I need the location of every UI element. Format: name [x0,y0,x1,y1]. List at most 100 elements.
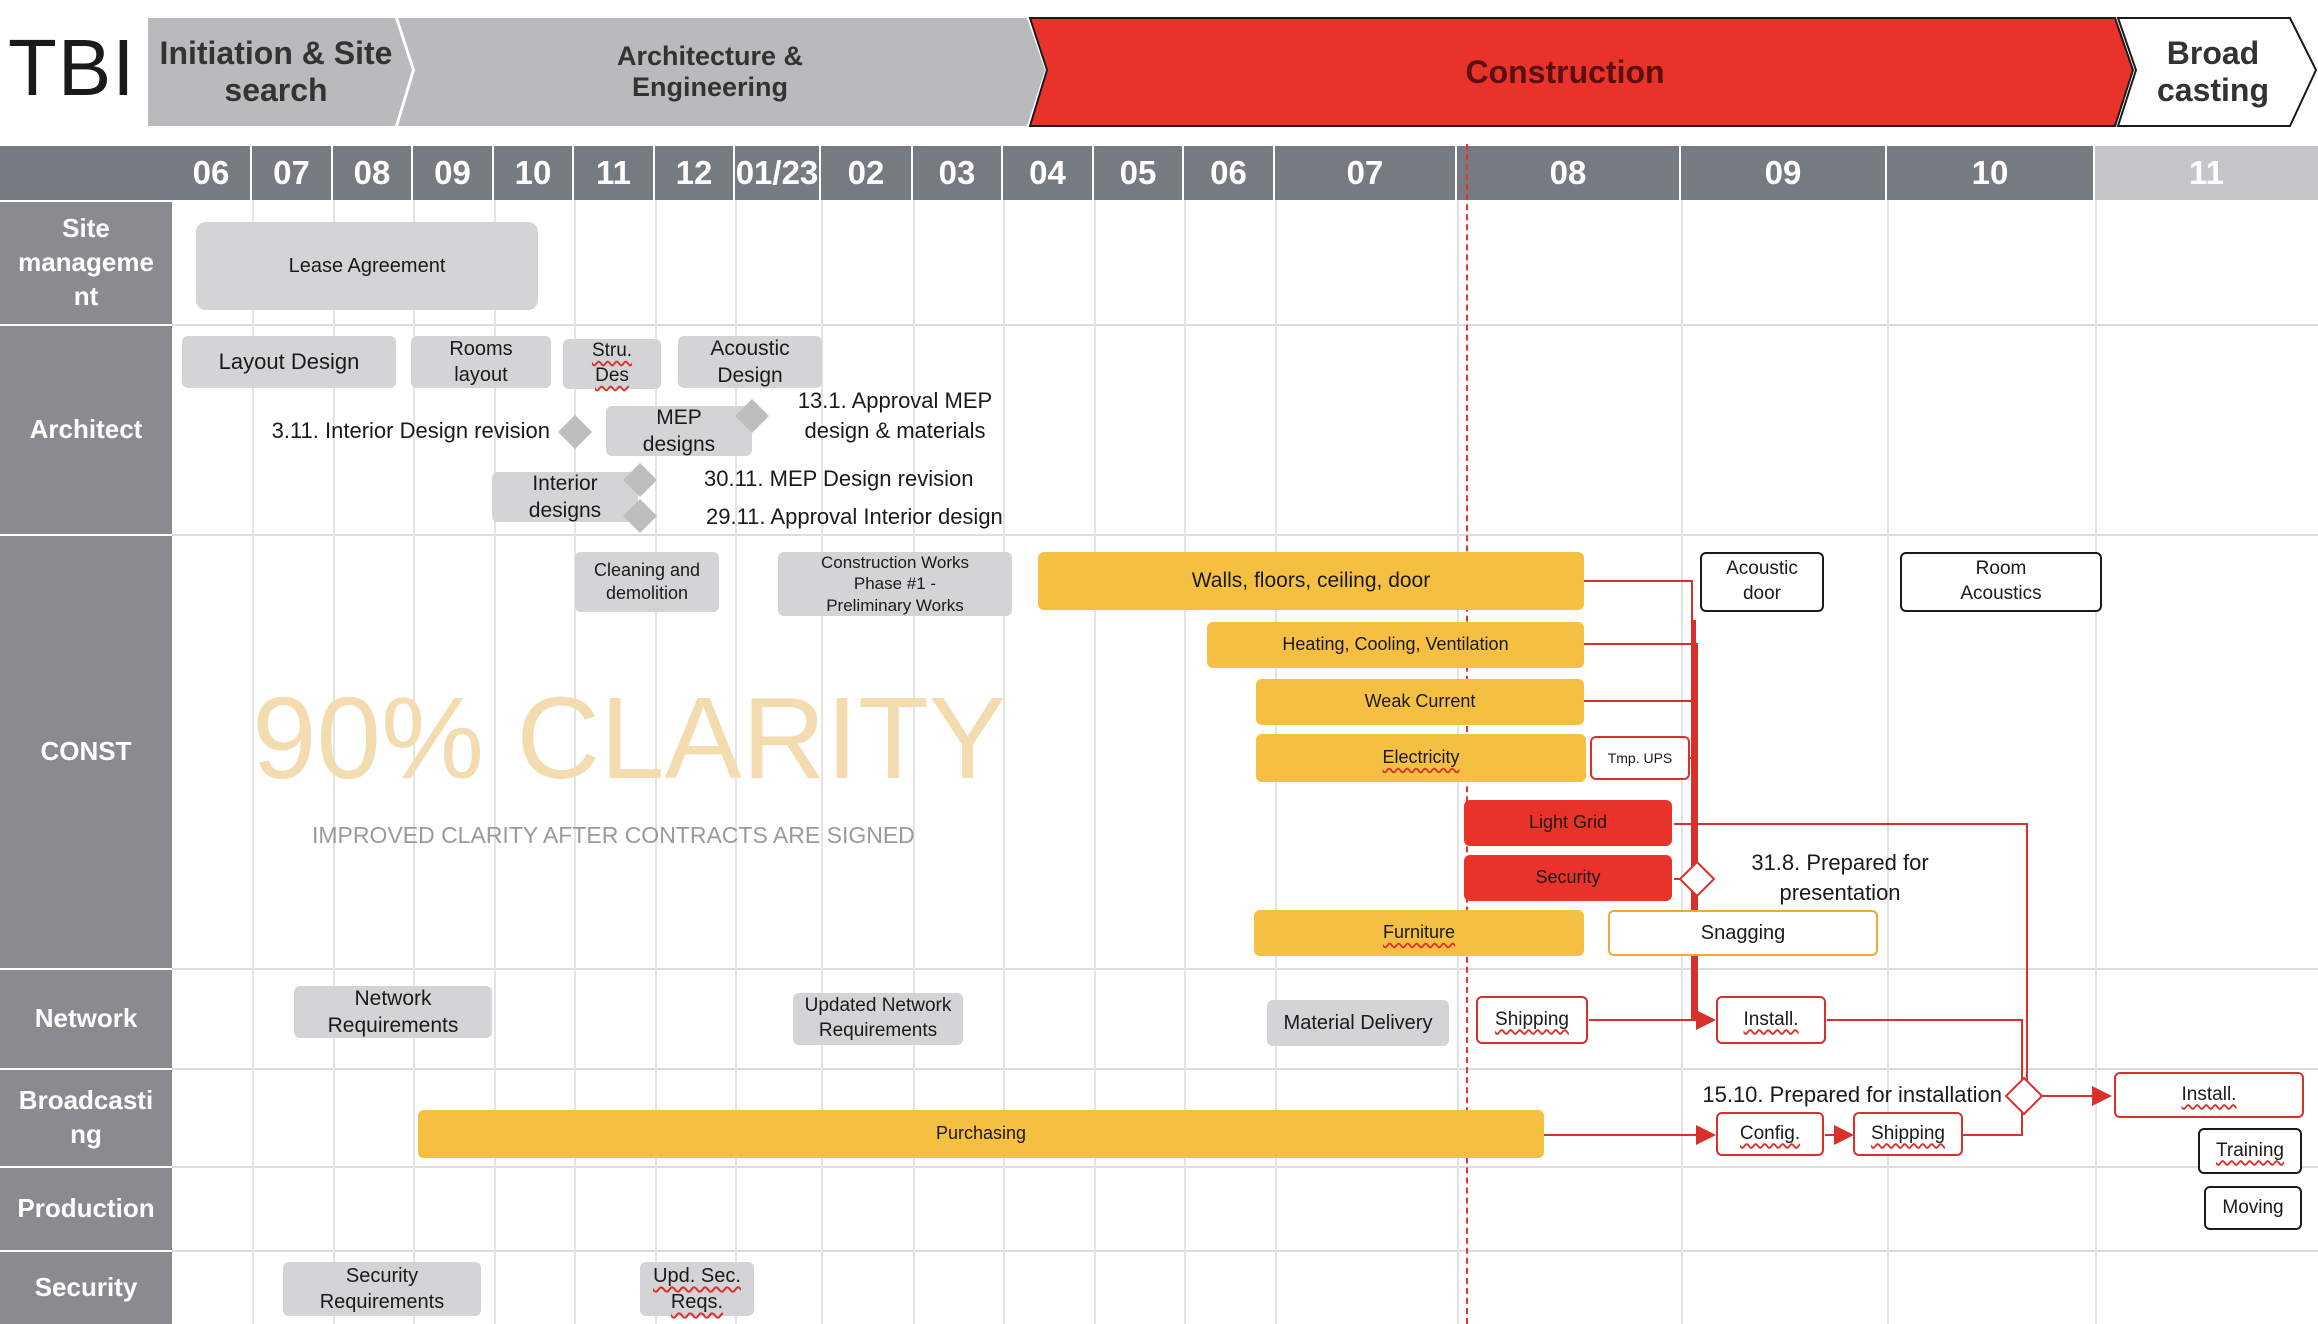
task-broadcast-shipping[interactable]: Shipping [1853,1112,1963,1156]
task-interior-designs[interactable]: Interior designs [492,472,638,522]
task-lease-agreement[interactable]: Lease Agreement [196,222,538,310]
task-network-shipping[interactable]: Shipping [1476,996,1588,1044]
task-training[interactable]: Training [2198,1128,2302,1174]
month-cell: 11 [574,146,655,200]
column-divider [333,200,335,1324]
column-divider [821,200,823,1324]
month-cell: 08 [333,146,413,200]
row-divider [172,1166,2318,1168]
row-label-broadcasting: Broadcasti ng [0,1070,172,1166]
month-cell: 02 [821,146,913,200]
task-security-requirements[interactable]: Security Requirements [283,1262,481,1316]
milestone-31-8-label: 31.8. Prepared for presentation [1751,850,1929,905]
month-cell: 04 [1003,146,1094,200]
phase-chevrons [148,17,2318,127]
row-divider [172,534,2318,536]
row-label-const: CONST [0,536,172,968]
task-acoustic-door[interactable]: Acoustic door [1700,552,1824,612]
task-tmp-ups[interactable]: Tmp. UPS [1590,736,1690,780]
milestone-15-10-label: 15.10. Prepared for installation [1702,1082,2002,1107]
connector-shipping-bc [1963,1112,2023,1136]
month-cell: 06 [172,146,252,200]
milestone-30-11-label: 30.11. MEP Design revision [704,466,974,491]
month-cell: 08 [1457,146,1681,200]
month-cell: 07 [252,146,333,200]
task-upd-sec-reqs[interactable]: Upd. Sec. Reqs. [640,1262,754,1316]
row-divider [172,324,2318,326]
task-moving[interactable]: Moving [2204,1186,2302,1230]
task-cleaning-demolition[interactable]: Cleaning and demolition [575,552,719,612]
task-furniture[interactable]: Furniture [1254,910,1584,956]
task-network-install[interactable]: Install. [1716,996,1826,1044]
column-divider [252,200,254,1324]
month-cell: 10 [494,146,574,200]
task-light-grid[interactable]: Light Grid [1464,800,1672,846]
task-updated-network-requirements[interactable]: Updated Network Requirements [793,993,963,1045]
month-header: 06 07 08 09 10 11 12 01/23 02 03 04 05 0… [172,146,2318,200]
row-divider [172,1068,2318,1070]
phase-architecture-shape [398,18,1045,126]
column-divider [1094,200,1096,1324]
task-material-delivery[interactable]: Material Delivery [1267,1000,1449,1046]
task-acoustic-design[interactable]: Acoustic Design [678,336,822,388]
task-stru-des[interactable]: Stru. Des [563,339,661,389]
month-cell: 10 [1887,146,2095,200]
task-electricity[interactable]: Electricity [1256,734,1586,782]
milestone-3-11-label: 3.11. Interior Design revision [271,418,550,443]
month-cell: 09 [413,146,494,200]
phase-initiation-label: Initiation & Site search [159,35,393,108]
phase-architecture-label: Architecture & Engineering [616,41,804,102]
column-divider [574,200,576,1324]
row-divider [172,1250,2318,1252]
column-divider [494,200,496,1324]
task-mep-designs[interactable]: MEP designs [606,406,752,456]
month-cell: 03 [913,146,1003,200]
milestone-13-1-label: 13.1. Approval MEP design & materials [797,388,993,443]
month-header-corner [0,146,172,200]
task-purchasing[interactable]: Purchasing [418,1110,1544,1158]
connector-lightgrid [1674,823,2028,1096]
row-label-security: Security [0,1252,172,1324]
task-weak-current[interactable]: Weak Current [1256,679,1584,725]
task-network-requirements[interactable]: Network Requirements [294,986,492,1038]
column-divider [1887,200,1889,1324]
task-layout-design[interactable]: Layout Design [182,336,396,388]
row-label-architect: Architect [0,326,172,534]
task-rooms-layout[interactable]: Rooms layout [411,336,551,388]
row-label-network: Network [0,970,172,1068]
task-snagging[interactable]: Snagging [1608,910,1878,956]
task-hvac[interactable]: Heating, Cooling, Ventilation [1207,622,1584,668]
month-cell: 05 [1094,146,1184,200]
phase-construction-shape [1028,17,2135,127]
phase-broadcasting-label: Broad casting [2156,35,2270,108]
column-divider [413,200,415,1324]
column-divider [655,200,657,1324]
column-divider [1003,200,1005,1324]
milestone-29-11-label: 29.11. Approval Interior design [706,504,1003,529]
row-label-production: Production [0,1168,172,1250]
month-cell: 12 [655,146,735,200]
task-security[interactable]: Security [1464,855,1672,901]
task-construction-works-phase1[interactable]: Construction Works Phase #1 - Preliminar… [778,552,1012,616]
milestone-15-10-diamond [2004,1076,2044,1116]
watermark-subtitle: IMPROVED CLARITY AFTER CONTRACTS ARE SIG… [312,822,915,848]
column-divider [1184,200,1186,1324]
task-walls-floors[interactable]: Walls, floors, ceiling, door [1038,552,1584,610]
milestone-31-8-diamond [1678,860,1716,898]
connector-install-net [1827,1019,2023,1080]
task-config[interactable]: Config. [1716,1112,1824,1156]
month-cell: 06 [1184,146,1275,200]
task-broadcast-install[interactable]: Install. [2114,1072,2304,1118]
phase-construction-label: Construction [1465,53,1665,90]
month-cell: 11 [2095,146,2318,200]
phase-broadcasting-shape [2116,17,2318,127]
column-divider [913,200,915,1324]
row-divider [172,968,2318,970]
phase-initiation-shape [148,18,412,126]
month-cell: 01/23 [735,146,821,200]
column-divider [2095,200,2097,1324]
watermark-title: 90% CLARITY [252,673,1007,803]
task-room-acoustics[interactable]: Room Acoustics [1900,552,2102,612]
tbi-logo: TBI [8,23,136,112]
